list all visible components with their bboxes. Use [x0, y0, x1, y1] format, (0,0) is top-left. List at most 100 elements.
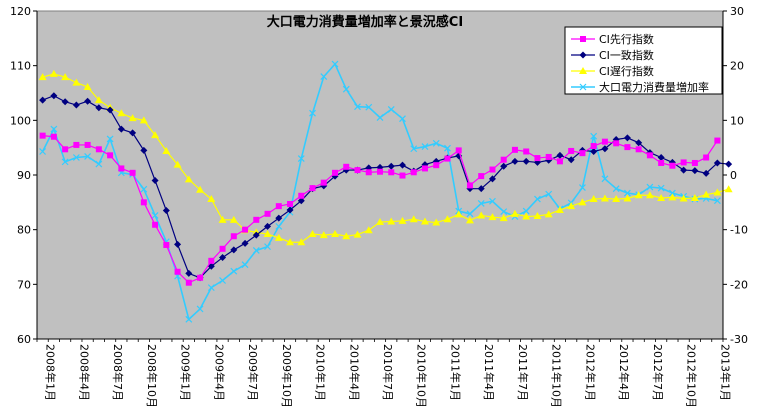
leading-index-point: [680, 159, 687, 166]
lagging-index-point: [331, 230, 340, 238]
coincident-index-point: [488, 175, 496, 183]
lagging-index-point: [409, 215, 418, 223]
lagging-index-point: [454, 210, 463, 218]
legend-box: [564, 26, 723, 95]
leading-index-point: [242, 226, 249, 233]
power-consumption-point: [230, 267, 238, 275]
leading-index-point: [230, 233, 237, 240]
legend-label: CI遅行指数: [599, 64, 654, 78]
power-consumption-point: [50, 125, 58, 133]
coincident-index-point: [129, 129, 137, 137]
leading-index-point: [73, 141, 80, 148]
leading-index-point: [703, 154, 710, 161]
coincident-index-point: [117, 125, 125, 133]
coincident-index-point: [264, 222, 272, 230]
leading-index-point: [62, 146, 69, 153]
lagging-index-point: [151, 131, 160, 139]
leading-index-point: [320, 179, 327, 186]
power-consumption-point: [207, 284, 215, 292]
power-consumption-point: [252, 247, 260, 254]
power-consumption-point: [601, 175, 609, 183]
lagging-index-point: [184, 175, 193, 183]
x-axis-tick-label: 2011年7月: [516, 344, 530, 401]
leading-index-point: [309, 185, 316, 192]
leading-index-point: [613, 140, 620, 147]
legend-swatch-marker: [580, 36, 586, 42]
coincident-index-point: [657, 154, 665, 162]
lagging-index-point: [38, 73, 47, 81]
lagging-index-point: [702, 190, 711, 198]
lagging-index-point: [724, 185, 733, 193]
leading-index-point: [84, 141, 91, 148]
coincident-index-point: [185, 269, 193, 277]
leading-index-point: [455, 147, 462, 154]
lagging-index-point: [600, 194, 609, 202]
coincident-index-point: [140, 146, 148, 154]
coincident-index-point: [725, 160, 733, 168]
x-axis-tick-label: 2012年1月: [583, 344, 597, 401]
x-axis-tick-label: 2011年10月: [550, 344, 564, 407]
lagging-index-point: [690, 193, 699, 201]
leading-index-point: [399, 172, 406, 179]
leading-index-point: [669, 162, 676, 169]
leading-index-point: [253, 216, 260, 223]
lagging-index-point: [83, 82, 92, 90]
leading-index-point: [545, 153, 552, 160]
lagging-index-point: [308, 230, 317, 238]
right-axis-tick-label: -10: [730, 224, 748, 237]
leading-index-point: [714, 137, 721, 144]
coincident-index-point: [61, 98, 69, 106]
lagging-index-point: [263, 230, 272, 238]
coincident-index-point: [387, 162, 395, 170]
leading-index-point: [287, 200, 294, 207]
power-consumption-point: [623, 189, 631, 197]
leading-index-point: [50, 133, 57, 140]
x-axis-tick-label: 2009年4月: [212, 344, 226, 401]
power-consumption-point: [39, 148, 47, 155]
leading-index-point: [185, 279, 192, 286]
leading-index-point: [658, 159, 665, 166]
leading-index-point: [354, 167, 361, 174]
left-axis-tick-label: 110: [10, 60, 31, 73]
power-consumption-point: [72, 154, 80, 161]
lagging-index-point: [488, 213, 497, 221]
left-axis-tick-label: 60: [17, 333, 31, 346]
lagging-index-point: [342, 232, 351, 240]
power-consumption-point: [657, 184, 665, 192]
lagging-index-point: [364, 226, 373, 234]
power-consumption-point: [590, 132, 598, 140]
leading-index-point: [140, 199, 147, 206]
leading-index-point: [95, 146, 102, 153]
coincident-index-point: [174, 240, 182, 248]
lagging-index-point: [286, 238, 295, 246]
leading-index-point: [478, 173, 485, 180]
power-consumption-point: [320, 73, 328, 81]
lagging-index-point: [623, 194, 632, 202]
coincident-index-point: [286, 206, 294, 214]
leading-index-point: [388, 169, 395, 176]
lagging-index-point: [668, 193, 677, 201]
leading-index-point: [624, 144, 631, 151]
power-consumption-point: [106, 135, 114, 143]
leading-index-point: [208, 257, 215, 264]
power-consumption-point: [534, 195, 541, 203]
x-axis-tick-label: 2011年4月: [482, 344, 496, 401]
legend-label: CI先行指数: [599, 32, 654, 46]
power-consumption-point: [444, 144, 451, 152]
power-consumption-point: [646, 183, 654, 191]
x-axis-tick-label: 2011年1月: [448, 344, 462, 401]
lagging-index-point: [274, 233, 283, 241]
legend-item-lagging-index: CI遅行指数: [571, 64, 654, 78]
coincident-index-point: [511, 157, 519, 165]
power-consumption-point: [668, 189, 676, 197]
leading-index-point: [601, 138, 608, 145]
coincident-index-point: [230, 246, 238, 254]
coincident-index-point: [297, 197, 305, 205]
leading-index-point: [444, 155, 451, 162]
power-consumption-point: [61, 158, 69, 166]
leading-index-point: [174, 268, 181, 275]
x-axis-tick-label: 2012年4月: [617, 344, 631, 401]
power-consumption-point: [421, 143, 429, 150]
legend-item-coincident-index: CI一致指数: [571, 48, 654, 62]
lagging-index-point: [499, 214, 508, 222]
